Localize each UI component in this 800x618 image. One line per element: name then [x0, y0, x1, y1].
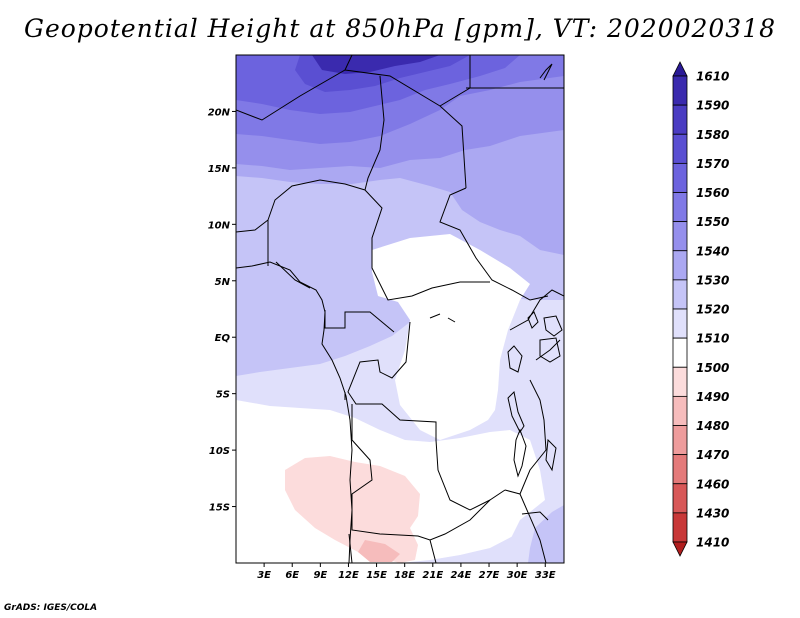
colorbar-level-label: 1490 [696, 390, 729, 404]
colorbar-swatch [672, 75, 688, 106]
lat-label: 10N [208, 220, 231, 231]
colorbar-level-label: 1510 [696, 332, 729, 346]
geopotential-field-map [236, 55, 564, 563]
lat-label: 10S [209, 446, 230, 457]
colorbar-legend: 1610 1590 1580 1570 1560 1550 1540 1530 1520 1510… [672, 61, 729, 557]
colorbar-swatch [672, 104, 688, 135]
latitude-labels: 20N 15N 10N 5N EQ 5S 10S 15S [208, 107, 236, 514]
colorbar-level-label: 1470 [696, 448, 729, 462]
colorbar-swatch [672, 425, 688, 456]
colorbar-level-label: 1580 [696, 128, 729, 142]
colorbar-level-label: 1570 [696, 157, 729, 171]
lat-label: 15S [209, 503, 230, 514]
field-1500-central-white [372, 234, 530, 440]
lon-label: 33E [535, 570, 556, 581]
colorbar-level-label: 1520 [696, 303, 729, 317]
colorbar-level-label: 1410 [696, 536, 729, 550]
colorbar-level-label: 1590 [696, 99, 729, 113]
country-boundaries [236, 55, 564, 563]
colorbar-level-label: 1560 [696, 186, 729, 200]
colorbar-swatch [672, 454, 688, 485]
colorbar-swatch [672, 279, 688, 310]
lon-label: 15E [366, 570, 387, 581]
coastline [236, 63, 563, 563]
colorbar-swatch [672, 250, 688, 281]
lat-label: 5S [216, 390, 230, 401]
map-frame [235, 54, 565, 564]
lon-label: 24E [451, 570, 472, 581]
lon-label: 6E [285, 570, 299, 581]
field-1590-north-core [312, 55, 440, 74]
colorbar-level-label: 1540 [696, 244, 729, 258]
lat-label: 15N [208, 164, 231, 175]
field-1520-southeast-corner [528, 505, 564, 563]
colorbar-level-label: 1610 [696, 70, 729, 84]
lon-label: 21E [422, 570, 443, 581]
colorbar-level-label: 1430 [696, 506, 729, 520]
lat-label: EQ [215, 333, 231, 344]
lon-label: 3E [257, 570, 271, 581]
colorbar-max-triangle [672, 61, 688, 77]
lon-label: 27E [479, 570, 500, 581]
lon-label: 12E [338, 570, 359, 581]
colorbar-swatch [672, 366, 688, 397]
grads-credit: GrADS: IGES/COLA [4, 603, 98, 613]
colorbar-swatch [672, 221, 688, 252]
colorbar-swatch [672, 512, 688, 543]
colorbar-level-label: 1460 [696, 477, 729, 491]
colorbar-swatch [672, 337, 688, 368]
longitude-labels: 3E 6E 9E 12E 15E 18E 21E 24E 27E 30E 33E [257, 563, 556, 581]
colorbar-swatch [672, 483, 688, 514]
colorbar-swatch [672, 162, 688, 193]
colorbar-min-triangle [672, 541, 688, 557]
lat-label: 20N [208, 107, 231, 118]
lat-label: 5N [215, 277, 231, 288]
colorbar-level-label: 1550 [696, 215, 729, 229]
colorbar-swatch [672, 133, 688, 164]
lon-label: 18E [394, 570, 415, 581]
colorbar-swatch [672, 192, 688, 223]
field-1480-south-low-core [358, 540, 400, 562]
colorbar-level-label: 1500 [696, 361, 729, 375]
colorbar-level-label: 1530 [696, 273, 729, 287]
colorbar-swatch [672, 395, 688, 426]
colorbar-level-label: 1480 [696, 419, 729, 433]
lon-label: 30E [507, 570, 528, 581]
plot-title: Geopotential Height at 850hPa [gpm], VT:… [23, 14, 777, 43]
colorbar-swatch [672, 308, 688, 339]
lon-label: 9E [313, 570, 327, 581]
